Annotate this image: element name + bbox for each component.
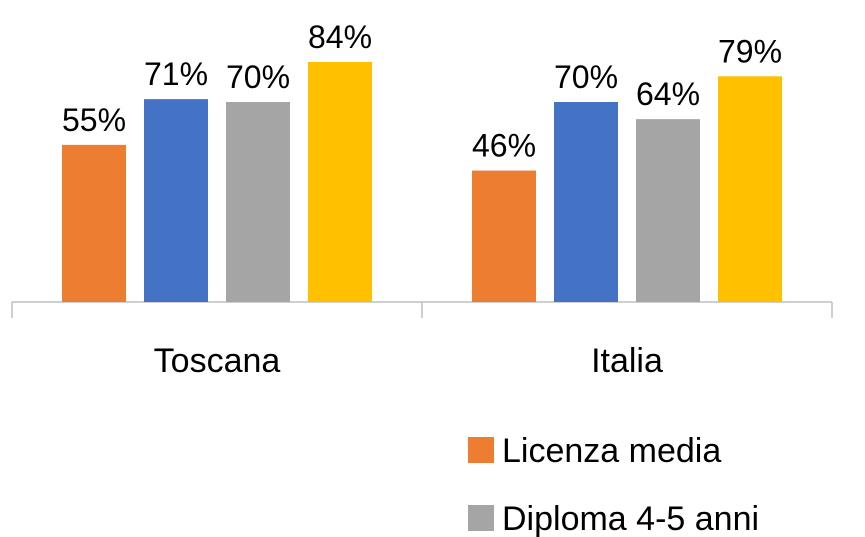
legend-swatch: [468, 505, 494, 531]
data-label: 84%: [308, 19, 372, 55]
data-label: 46%: [472, 128, 536, 164]
legend-swatch: [468, 437, 494, 463]
data-label: 55%: [62, 102, 126, 138]
bar: [636, 119, 700, 302]
data-label: 79%: [718, 33, 782, 69]
bar: [62, 144, 126, 302]
legend-label: Licenza media: [502, 432, 721, 470]
x-tick-label: Italia: [591, 342, 663, 380]
bar: [226, 102, 290, 302]
data-label: 70%: [226, 59, 290, 95]
x-tick-label: Toscana: [154, 342, 281, 380]
bar: [554, 102, 618, 302]
data-label: 71%: [144, 56, 208, 92]
data-label: 70%: [554, 59, 618, 95]
bar: [144, 99, 208, 302]
data-label: 64%: [636, 76, 700, 112]
bar: [718, 76, 782, 302]
legend-label: Diploma 4-5 anni: [502, 500, 759, 537]
bar: [472, 170, 536, 302]
bar: [308, 62, 372, 303]
